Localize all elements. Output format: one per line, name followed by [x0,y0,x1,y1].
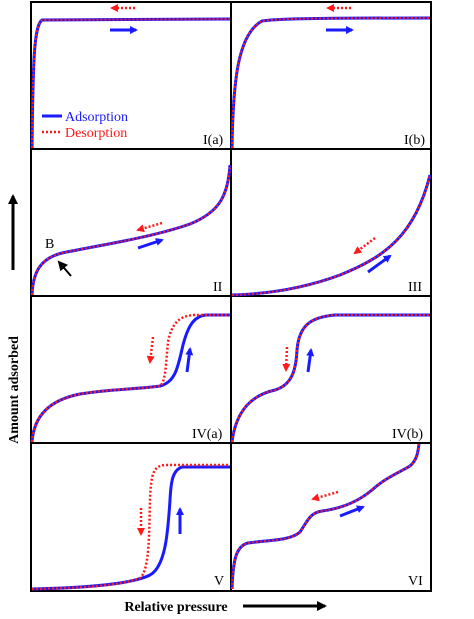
adsorption-curve [30,313,230,443]
panel-label: V [214,574,224,589]
adsorption-curve [31,465,230,591]
desorption-curve [231,443,420,590]
panel-frame-IVa [30,295,232,444]
adsorption-curve [230,443,421,590]
panel-IVa: IV(a) [30,313,230,443]
adsorption-curve [230,313,430,443]
desorption-arrow [136,221,163,233]
panel-IVb: IV(b) [230,313,430,443]
panel-frame-II [30,148,232,297]
desorption-arrow [282,346,291,372]
panel-label: I(b) [404,133,425,148]
panel-frame-Ib [230,1,432,150]
panel-Ib: I(b) [230,4,431,149]
legend-desorption-label: Desorption [65,126,127,141]
panel-frame-VI [230,442,432,592]
panel-label: IV(b) [392,427,423,442]
panel-V: V [31,463,230,591]
panel-label: IV(a) [192,427,223,442]
y-axis-annotation: Amount adsorbed [7,194,22,444]
panel-II: B II [30,164,232,296]
panel-frame-III [230,148,432,297]
panel-label: III [408,280,422,295]
adsorption-curve [230,16,431,149]
panel-frame-Ia [30,1,232,150]
adsorption-arrow [185,347,194,373]
legend-adsorption-label: Adsorption [65,110,128,125]
x-axis-annotation: Relative pressure [124,600,327,615]
panel-label: II [213,280,223,295]
panel-frame-V [30,442,232,592]
desorption-curve [231,174,431,296]
desorption-arrow [311,490,339,502]
panel-Ia: Adsorption Desorption I(a) [30,4,231,149]
adsorption-arrow [137,238,164,250]
point-b-arrow [57,260,72,277]
y-axis-label: Amount adsorbed [7,336,22,444]
adsorption-curve [30,164,232,296]
adsorption-arrow [367,254,392,274]
panel-VI: VI [230,443,423,590]
panel-frames [30,1,432,592]
panel-label: VI [408,574,423,589]
desorption-curve [231,314,430,443]
desorption-curve [31,18,231,149]
panel-label: I(a) [203,133,224,148]
panel-III: III [231,174,432,297]
adsorption-curve [30,17,231,149]
desorption-curve [31,463,230,591]
adsorption-curve [231,174,432,297]
point-b-label: B [45,237,54,252]
desorption-curve [231,17,431,149]
desorption-arrow [353,237,376,255]
desorption-curve [31,164,231,296]
desorption-curve [30,313,230,443]
adsorption-arrow [339,505,365,518]
desorption-arrow [146,336,155,364]
x-axis-label: Relative pressure [124,600,227,615]
adsorption-arrow [306,348,315,373]
panel-frame-IVb [230,295,432,444]
